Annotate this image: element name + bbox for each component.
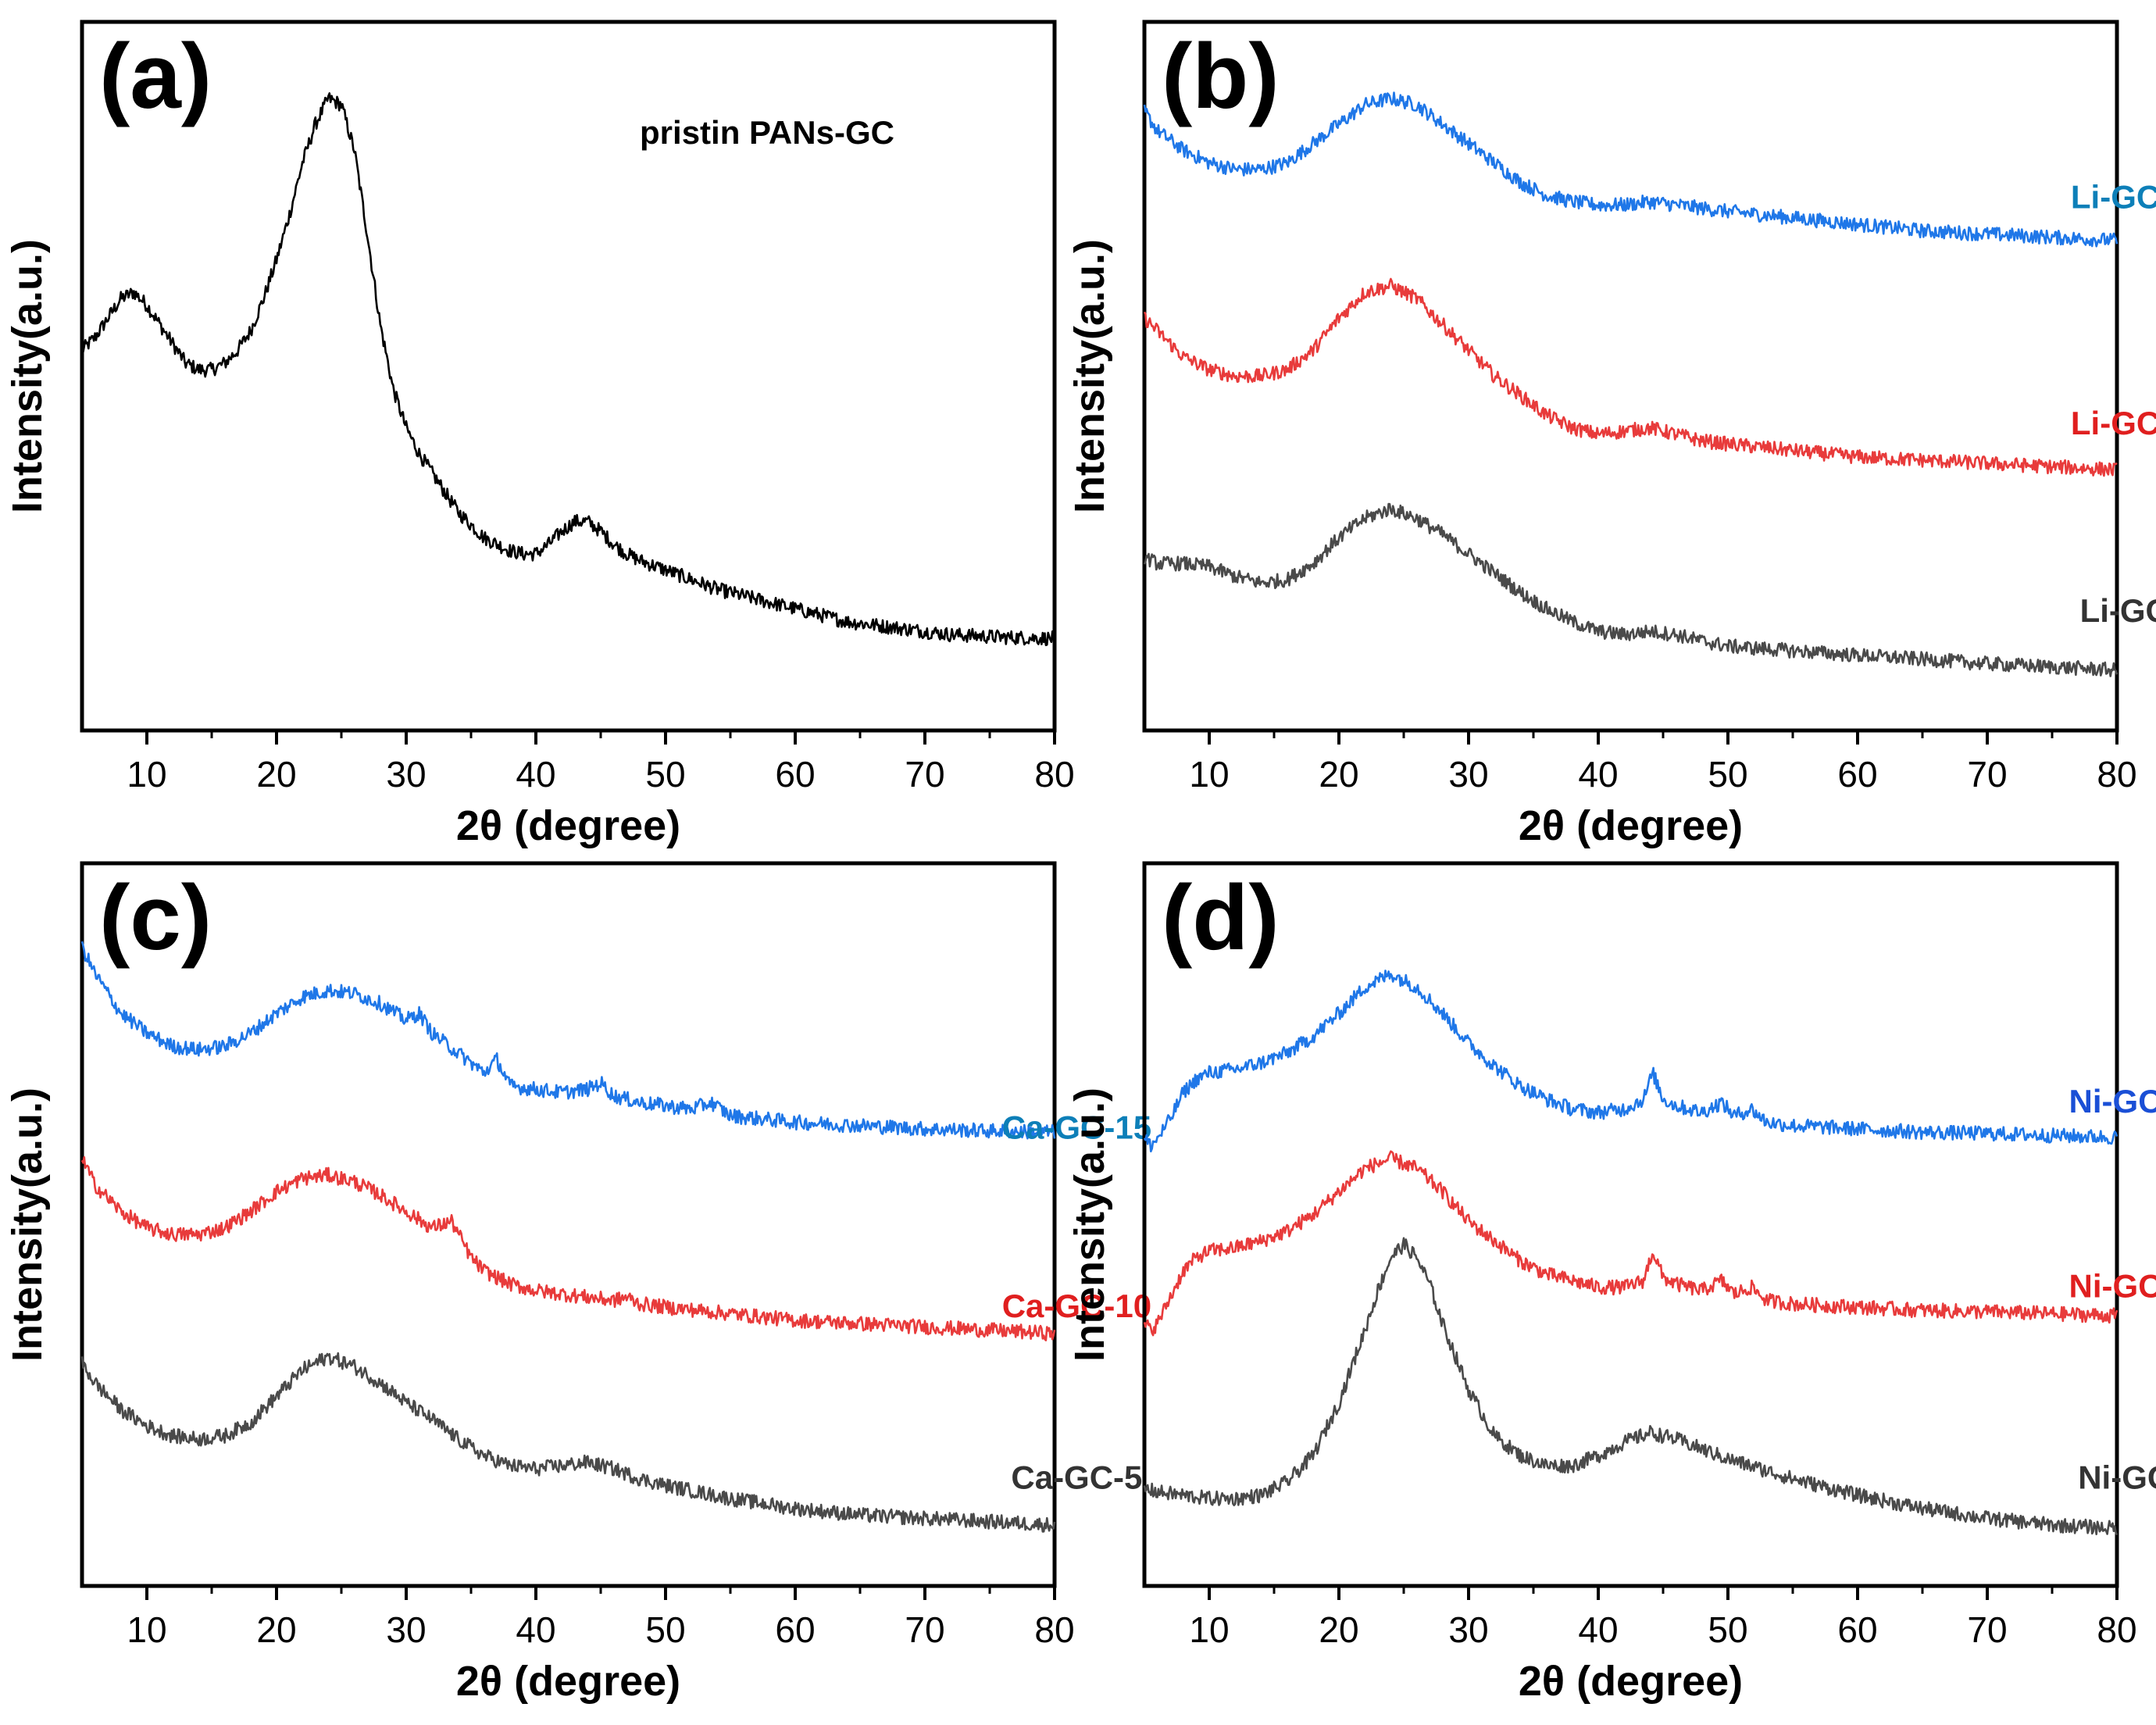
series-label: Li-GC-15 [2071, 178, 2156, 215]
x-tick-label: 40 [1578, 1609, 1618, 1650]
series-label: Ca-GC-10 [1002, 1288, 1151, 1324]
series-label: Ca-GC-15 [1002, 1109, 1151, 1146]
x-tick-label: 30 [1448, 754, 1488, 795]
x-tick-label: 40 [516, 1609, 555, 1650]
series-line-li-gc-10 [1143, 277, 2118, 477]
series-label: Ni-GC-10 [2069, 1267, 2156, 1304]
panel-d: 10 20 30 40 50 60 70 80 2θ (degree) Intensity(a.u… [1066, 861, 2156, 1705]
panel-label: (a) [99, 25, 212, 128]
x-tick-label: 20 [256, 1609, 296, 1650]
x-tick-label: 40 [1578, 754, 1618, 795]
x-tick-label: 60 [775, 1609, 815, 1650]
series-line-ni-gc-5 [1143, 1237, 2119, 1536]
x-axis-label: 2θ (degree) [1519, 802, 1743, 849]
x-tick-label: 10 [1189, 754, 1229, 795]
x-tick-label: 80 [1034, 1609, 1074, 1650]
series-line-ni-gc-15 [1143, 970, 2119, 1153]
x-tick-label: 40 [516, 754, 555, 795]
x-tick-label: 10 [127, 1609, 166, 1650]
plot-frame [80, 20, 1057, 733]
y-axis-label: Intensity(a.u.) [4, 1088, 51, 1362]
y-axis-label: Intensity(a.u.) [1066, 1088, 1113, 1362]
x-tick-label: 30 [386, 754, 426, 795]
panel-a: 10 20 30 40 50 60 70 80 2θ (degree) Intensity(a.u… [4, 20, 1075, 849]
series-label: Ni-GC-15 [2069, 1083, 2156, 1120]
x-tick-label: 70 [905, 754, 944, 795]
x-tick-label: 70 [905, 1609, 944, 1650]
plot-frame [1142, 20, 2119, 733]
panel-label: (d) [1162, 866, 1280, 970]
x-tick-label: 20 [1319, 1609, 1358, 1650]
y-axis-label: Intensity(a.u.) [1066, 239, 1113, 513]
x-tick-label: 20 [256, 754, 296, 795]
plot-frame [80, 861, 1057, 1588]
series-label: Ni-GC-5 [2078, 1459, 2156, 1496]
x-tick-label: 60 [1837, 1609, 1877, 1650]
x-tick-label: 80 [1034, 754, 1074, 795]
x-tick-label: 10 [127, 754, 166, 795]
x-tick-label: 80 [2097, 754, 2136, 795]
x-axis-label: 2θ (degree) [456, 1658, 680, 1705]
panel-label: (c) [99, 866, 212, 970]
x-tick-label: 50 [645, 1609, 685, 1650]
series-label: pristin PANs-GC [640, 114, 894, 151]
series-label: Li-GC-10 [2071, 405, 2156, 441]
x-tick-label: 60 [1837, 754, 1877, 795]
x-tick-label: 70 [1967, 754, 2007, 795]
x-tick-label: 20 [1319, 754, 1358, 795]
series-label: Li-GC-5 [2080, 592, 2156, 629]
x-axis-label: 2θ (degree) [456, 802, 680, 849]
panel-label: (b) [1162, 25, 1280, 128]
x-tick-label: 10 [1189, 1609, 1229, 1650]
x-tick-label: 60 [775, 754, 815, 795]
series-label: Ca-GC-5 [1011, 1459, 1142, 1496]
panel-b: 10 20 30 40 50 60 70 80 2θ (degree) Intensity(a.u… [1066, 20, 2156, 849]
x-tick-label: 50 [1708, 1609, 1747, 1650]
y-axis-label: Intensity(a.u.) [4, 239, 51, 513]
plot-frame [1142, 861, 2119, 1588]
series-line-ca-gc-5 [80, 1352, 1056, 1533]
series-line-ca-gc-10 [80, 1155, 1056, 1341]
x-tick-label: 50 [645, 754, 685, 795]
x-tick-label: 30 [1448, 1609, 1488, 1650]
series-line-li-gc-15 [1143, 91, 2119, 248]
series-line-li-gc-5 [1143, 502, 2119, 677]
x-tick-label: 50 [1708, 754, 1747, 795]
x-tick-label: 80 [2097, 1609, 2136, 1650]
series-line-pristin-pans-gc [80, 92, 1056, 647]
x-axis-label: 2θ (degree) [1519, 1658, 1743, 1705]
panel-c: 10 20 30 40 50 60 70 80 2θ (degree) Intensity(a.u… [4, 861, 1151, 1705]
x-tick-label: 70 [1967, 1609, 2007, 1650]
series-line-ca-gc-15 [80, 941, 1056, 1140]
series-line-ni-gc-10 [1143, 1150, 2119, 1337]
x-tick-label: 30 [386, 1609, 426, 1650]
